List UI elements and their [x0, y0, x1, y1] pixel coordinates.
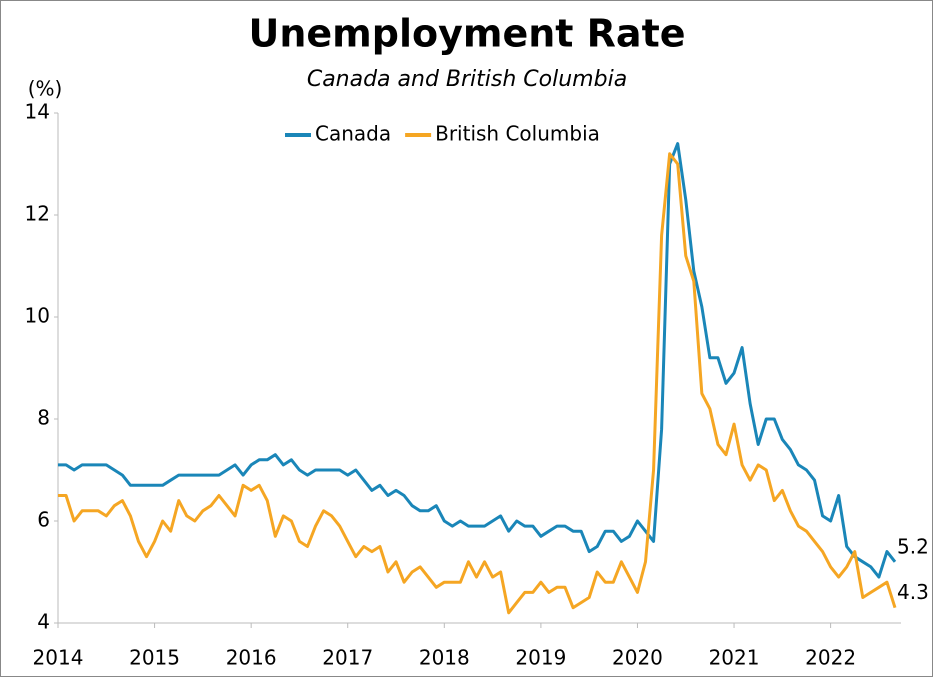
x-tick-label: 2017: [322, 646, 373, 670]
series-line: [58, 142, 897, 579]
legend-label: British Columbia: [435, 122, 600, 146]
end-label: 5.2: [897, 534, 929, 558]
y-axis-label: (%): [28, 77, 63, 101]
x-tick-label: 2016: [226, 646, 277, 670]
y-tick-label: 10: [25, 304, 50, 328]
y-tick-label: 12: [25, 202, 50, 226]
chart-subtitle: Canada and British Columbia: [307, 67, 627, 92]
y-tick-label: 8: [37, 406, 50, 430]
x-tick-label: 2021: [709, 646, 760, 670]
y-tick-label: 14: [25, 100, 50, 124]
chart-title: Unemployment Rate: [248, 12, 685, 56]
y-tick-label: 4: [37, 610, 50, 634]
x-tick-label: 2020: [612, 646, 663, 670]
y-tick-label: 6: [37, 508, 50, 532]
x-tick-label: 2022: [805, 646, 856, 670]
legend-label: Canada: [315, 122, 391, 146]
x-tick-label: 2019: [515, 646, 566, 670]
x-tick-label: 2018: [419, 646, 470, 670]
x-tick-label: 2015: [129, 646, 180, 670]
end-label: 4.3: [897, 580, 929, 604]
series-line: [58, 152, 897, 615]
x-tick-label: 2014: [33, 646, 84, 670]
